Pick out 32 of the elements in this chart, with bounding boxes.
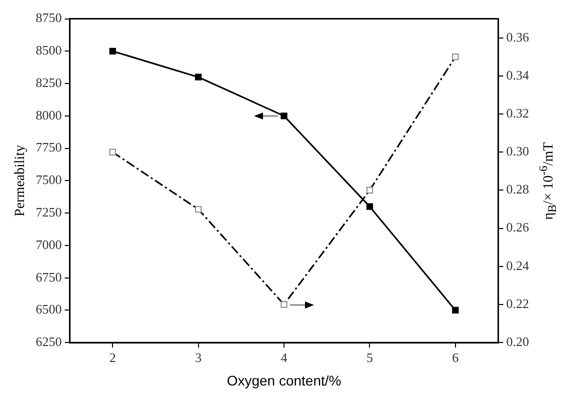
y2-tick-label: 0.22 <box>506 296 529 311</box>
x-tick-label: 2 <box>109 350 116 365</box>
x-tick-label: 6 <box>452 350 460 365</box>
y-tick-label: 6250 <box>36 334 62 350</box>
y-tick-label: 7250 <box>36 204 62 220</box>
y-axis-title: Permeability <box>13 144 28 216</box>
y2-tick-label: 0.34 <box>506 67 530 82</box>
y2-tick-label: 0.30 <box>506 144 529 159</box>
x-tick-label: 5 <box>366 350 373 365</box>
y2-tick-label: 0.32 <box>506 105 529 120</box>
x-tick-label: 4 <box>280 350 288 365</box>
y-tick-label: 7000 <box>36 236 62 252</box>
x-axis-title: Oxygen content/% <box>226 372 342 388</box>
y-tick-label: 6750 <box>36 269 62 284</box>
y-tick-label: 8500 <box>36 42 62 58</box>
y2-tick-label: 0.36 <box>506 29 530 44</box>
x-tick-label: 3 <box>195 350 202 365</box>
y-tick-label: 6500 <box>36 302 62 317</box>
point <box>195 74 202 80</box>
y2-tick-label: 0.24 <box>506 258 530 273</box>
y-tick-label: 7750 <box>36 140 62 155</box>
y-tick-label: 8250 <box>36 74 62 90</box>
y2-tick-label: 0.26 <box>506 220 530 235</box>
y-tick-label: 7500 <box>36 172 62 188</box>
point <box>366 203 374 210</box>
point <box>452 306 459 314</box>
y-tick-label: 8000 <box>36 107 62 122</box>
y2-tick-label: 0.28 <box>506 182 529 197</box>
point <box>109 48 116 55</box>
point <box>280 112 288 120</box>
y2-tick-label: 0.20 <box>506 334 529 350</box>
y-tick-label: 8750 <box>36 10 62 26</box>
